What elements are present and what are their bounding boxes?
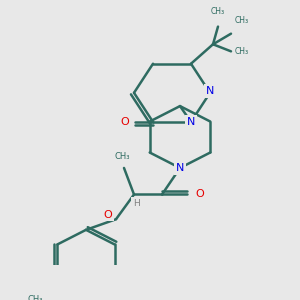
Text: O: O	[196, 190, 204, 200]
Text: CH₃: CH₃	[211, 7, 225, 16]
Text: N: N	[206, 86, 214, 96]
Text: H: H	[133, 199, 140, 208]
Text: CH₃: CH₃	[235, 16, 249, 25]
Text: CH₃: CH₃	[235, 47, 249, 56]
Text: O: O	[121, 117, 129, 127]
Text: CH₃: CH₃	[28, 295, 43, 300]
Text: CH₃: CH₃	[114, 152, 130, 161]
Text: O: O	[103, 210, 112, 220]
Text: N: N	[176, 163, 184, 173]
Text: N: N	[187, 117, 195, 127]
